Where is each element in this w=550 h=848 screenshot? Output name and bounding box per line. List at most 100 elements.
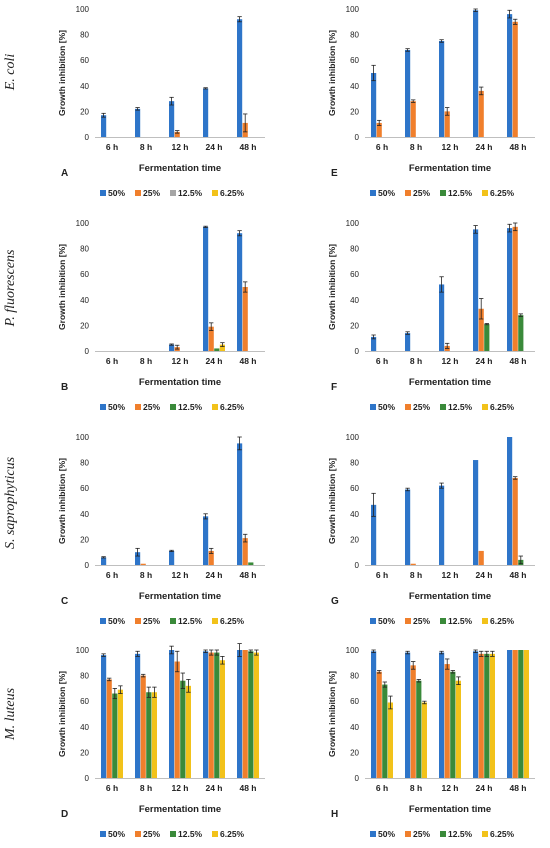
panel-f-xtick-3: 24 h [475,356,492,366]
panel-b-y-title: Growth inhibition [%] [57,244,67,330]
panel-b-errorbar-4-1 [243,281,248,293]
panel-c-bar-4-1 [242,538,248,565]
panel-d-legend-label-3: 6.25% [220,829,245,839]
panel-c-bar-2-0 [169,550,175,565]
panel-h-legend-swatch-0 [370,831,376,837]
panel-c-legend-label-2: 12.5% [178,616,203,626]
panel-a-legend-label-0: 50% [108,188,125,198]
panel-a-errorbar-4-0 [237,16,242,23]
panel-d-bar-3-0 [203,651,209,778]
panel-e-legend-swatch-1 [405,190,411,196]
panel-h-legend-label-3: 6.25% [490,829,515,839]
panel-f-errorbar-4-2 [518,313,523,317]
panel-g-errorbar-4-1 [513,476,518,480]
panel-g-legend-label-0: 50% [378,616,395,626]
panel-a-ytick-20: 20 [80,107,89,116]
panel-h-legend-label-2: 12.5% [448,829,473,839]
panel-h-xtick-4: 48 h [509,783,526,793]
panel-g-legend-swatch-0 [370,618,376,624]
panel-b-legend-label-2: 12.5% [178,402,203,412]
panel-a-bar-2-0 [169,101,175,137]
panel-f-ytick-40: 40 [350,296,359,305]
panel-c-y-title: Growth inhibition [%] [57,458,67,544]
panel-e-bar-3-0 [473,10,479,138]
panel-h-bar-2-3 [455,680,461,778]
panel-a-errorbar-4-1 [243,113,248,133]
panel-c-ytick-40: 40 [80,510,89,519]
panel-h-legend-swatch-1 [405,831,411,837]
panel-f-xtick-2: 12 h [441,356,458,366]
panel-d-ytick-0: 0 [85,774,90,783]
panel-a-ytick-60: 60 [80,56,89,65]
panel-h-ytick-0: 0 [355,774,360,783]
panel-d-letter: D [61,809,68,820]
panel-e-bar-4-1 [512,21,518,137]
panel-a-ytick-40: 40 [80,82,89,91]
panel-c-bar-3-0 [203,516,209,565]
panel-f-bar-2-0 [439,284,445,351]
panel-b-bar-3-0 [203,226,209,351]
panel-c-errorbar-2-0 [169,549,174,552]
panel-b-errorbar-3-1 [209,322,214,331]
panel-c-bar-1-0 [135,552,141,565]
panel-a-errorbar-3-0 [203,87,208,90]
panel-d-bar-2-3 [185,685,191,778]
panel-d-bar-4-0 [237,650,243,778]
panel-d-ytick-60: 60 [80,697,89,706]
panel-e-bar-3-1 [478,90,484,137]
panel-d-ytick-40: 40 [80,723,89,732]
panel-a-y-title: Growth inhibition [%] [57,30,67,116]
panel-e-xtick-0: 6 h [376,142,388,152]
panel-h-bar-4-3 [523,650,529,778]
panel-e-xtick-2: 12 h [441,142,458,152]
panel-a-ytick-80: 80 [80,31,89,40]
panel-c-legend-label-1: 25% [143,616,160,626]
panel-d-bar-3-1 [208,652,214,778]
panel-c-ytick-100: 100 [76,433,90,442]
panel-c-errorbar-0-0 [101,556,106,559]
panel-f-errorbar-1-0 [405,331,410,335]
panel-d-errorbar-3-0 [203,649,208,653]
panel-f-legend-label-0: 50% [378,402,395,412]
panel-c-letter: C [61,596,68,607]
panel-h-legend-label-0: 50% [378,829,395,839]
panel-d-legend-swatch-1 [135,831,141,837]
panel-d-xtick-0: 6 h [106,783,118,793]
panel-f-legend-swatch-1 [405,404,411,410]
panel-f-bar-3-0 [473,229,479,351]
panel-e-xtick-1: 8 h [410,142,422,152]
panel-b-bar-2-0 [169,344,175,351]
panel-d-bar-2-1 [174,661,180,778]
panel-e-legend-label-1: 25% [413,188,430,198]
panel-d-errorbar-1-0 [135,650,140,657]
panel-a-bar-2-1 [174,131,180,137]
panel-a-errorbar-1-0 [135,107,140,111]
panel-f-legend-label-2: 12.5% [448,402,473,412]
panel-f-bar-3-1 [478,308,484,351]
panel-e-bar-2-0 [439,41,445,137]
panel-b-letter: B [61,382,68,393]
panel-b-ytick-40: 40 [80,296,89,305]
panel-d-bar-3-3 [219,660,225,778]
panel-b-xtick-4: 48 h [239,356,256,366]
panel-b-ytick-0: 0 [85,347,90,356]
panel-f-letter: F [331,382,337,393]
panel-a-legend-label-1: 25% [143,188,160,198]
panel-g-bar-4-0 [507,437,513,565]
panel-e-y-title: Growth inhibition [%] [327,30,337,116]
panel-g-letter: G [331,596,339,607]
panel-f-legend-label-3: 6.25% [490,402,515,412]
panel-b-ytick-60: 60 [80,270,89,279]
panel-d-bar-1-0 [135,653,141,778]
panel-d-errorbar-0-0 [101,653,106,657]
panel-c-ytick-20: 20 [80,535,89,544]
panel-h-errorbar-2-0 [439,650,444,655]
panel-h-errorbar-3-0 [473,649,478,653]
panel-e-bar-1-0 [405,49,411,137]
panel-e-ytick-40: 40 [350,82,359,91]
panel-e-errorbar-2-1 [445,107,450,116]
panel-b-legend-label-3: 6.25% [220,402,245,412]
panel-h-errorbar-2-1 [445,658,450,670]
panel-b-xtick-0: 6 h [106,356,118,366]
panel-f-errorbar-3-0 [473,225,478,234]
